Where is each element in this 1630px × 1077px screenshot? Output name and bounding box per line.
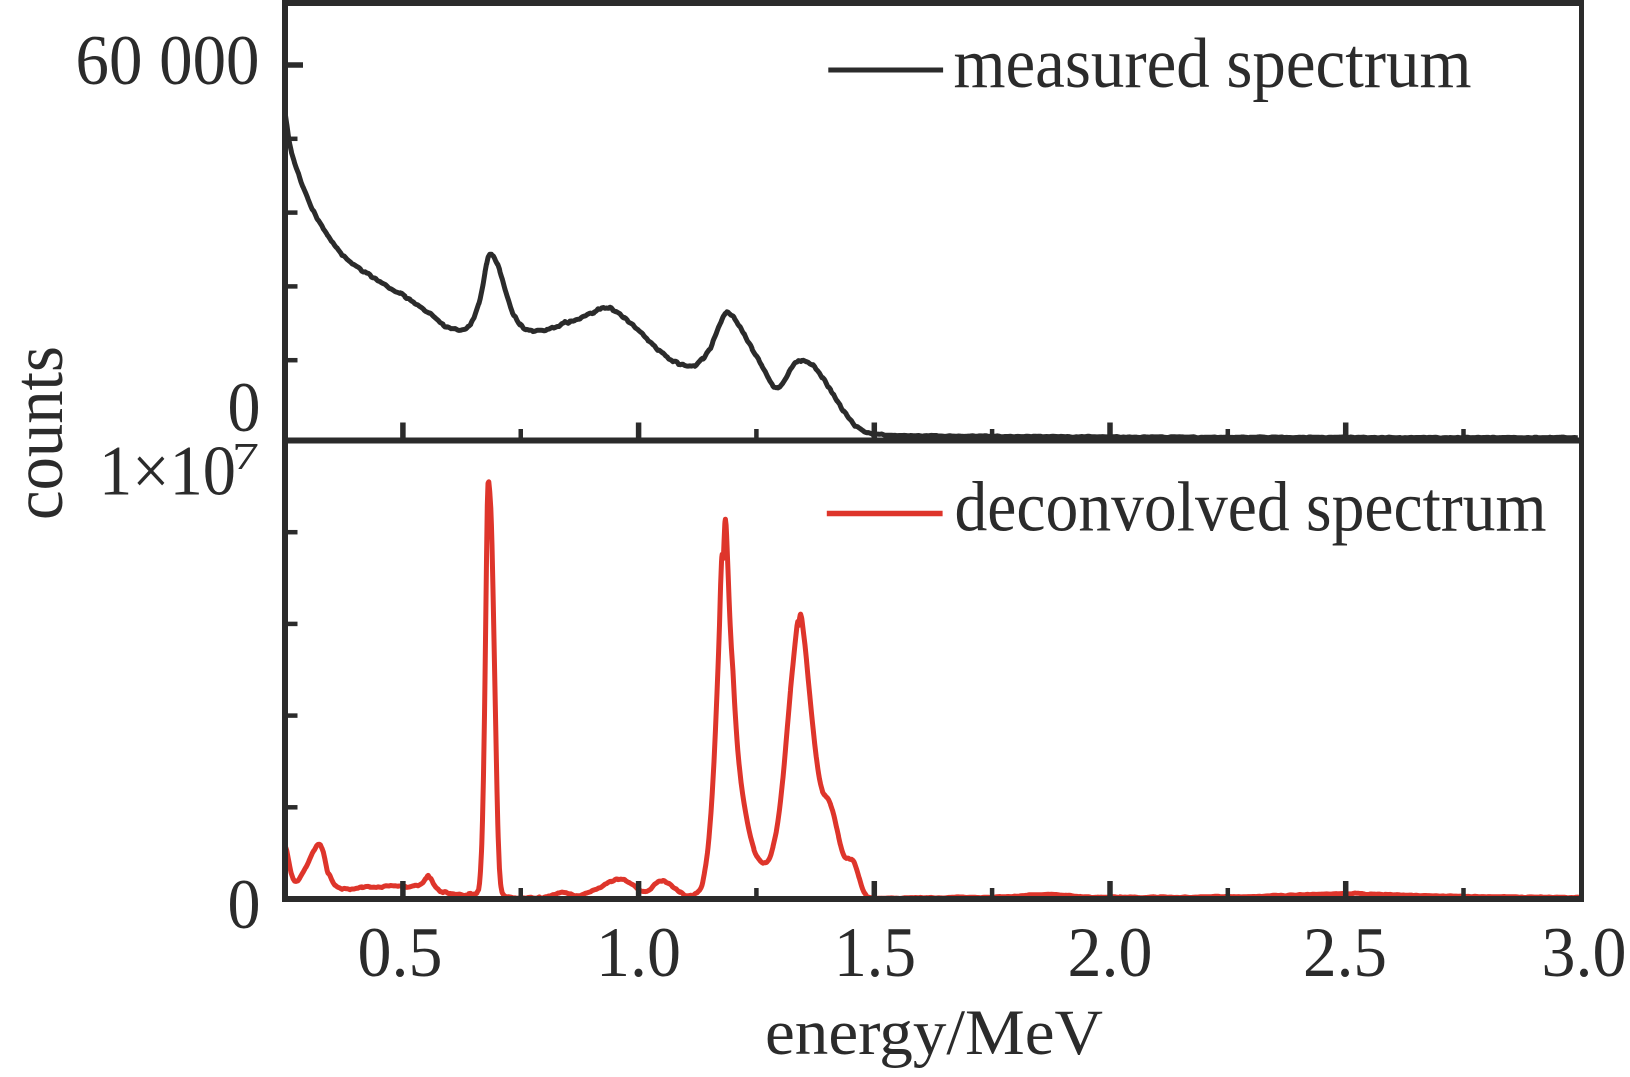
svg-text:2.0: 2.0 xyxy=(1068,914,1153,992)
svg-text:measured spectrum: measured spectrum xyxy=(954,25,1472,103)
svg-text:60 000: 60 000 xyxy=(76,22,260,100)
svg-text:counts: counts xyxy=(0,346,78,520)
svg-text:1×10: 1×10 xyxy=(99,433,236,511)
svg-text:3.0: 3.0 xyxy=(1542,914,1627,992)
svg-text:0: 0 xyxy=(228,369,261,447)
svg-text:2.5: 2.5 xyxy=(1303,914,1387,992)
svg-text:0: 0 xyxy=(228,866,261,944)
svg-text:1.0: 1.0 xyxy=(596,914,681,992)
svg-text:7: 7 xyxy=(232,436,259,478)
svg-text:0.5: 0.5 xyxy=(358,914,443,992)
svg-text:1.5: 1.5 xyxy=(834,914,916,992)
svg-text:deconvolved spectrum: deconvolved spectrum xyxy=(955,469,1547,547)
svg-text:energy/MeV: energy/MeV xyxy=(765,997,1103,1069)
